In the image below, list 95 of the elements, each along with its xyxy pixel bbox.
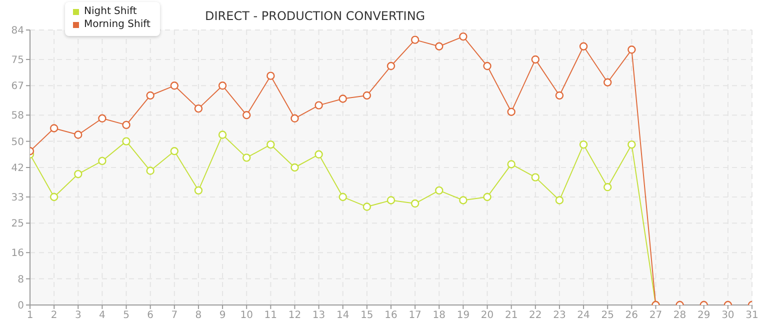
x-tick-label: 22 [529, 310, 542, 320]
x-tick-label: 18 [432, 310, 446, 320]
point [74, 170, 82, 178]
point [555, 196, 564, 204]
point [98, 156, 106, 166]
y-tick-label: 84 [11, 26, 24, 37]
y-tick-label: 25 [11, 218, 24, 230]
point [628, 46, 636, 54]
x-tick-label: 29 [698, 310, 710, 320]
x-tick-label: 12 [288, 310, 302, 320]
y-tick-label: 75 [11, 55, 24, 66]
point [338, 94, 347, 103]
point [194, 186, 203, 195]
point [266, 140, 275, 149]
x-tick-label: 31 [746, 310, 758, 320]
point [146, 166, 154, 175]
point [146, 91, 154, 100]
x-tick-label: 20 [480, 310, 494, 320]
x-tick-label: 10 [240, 310, 253, 320]
point [338, 192, 347, 202]
point [483, 192, 492, 202]
y-tick-label: 33 [11, 192, 24, 204]
point [122, 120, 130, 130]
point [386, 196, 396, 204]
point [170, 82, 178, 90]
chart-title: DIRECT - PRODUCTION CONVERTING [205, 9, 426, 23]
point [218, 130, 227, 139]
x-tick-label: 19 [456, 310, 470, 320]
point [604, 78, 612, 86]
x-tick-label: 4 [99, 310, 106, 320]
x-tick-label: 3 [74, 310, 82, 320]
point [628, 140, 636, 149]
point [459, 32, 468, 41]
point [218, 82, 227, 90]
point [531, 55, 540, 64]
point [50, 124, 58, 132]
point [170, 147, 178, 156]
y-tick-label: 16 [11, 248, 24, 260]
x-tick-label: 26 [625, 310, 638, 320]
point [50, 192, 58, 202]
point [483, 62, 492, 70]
point [579, 140, 588, 149]
point [314, 101, 323, 110]
point [555, 91, 564, 100]
point [435, 42, 444, 50]
x-tick-label: 30 [722, 310, 734, 320]
x-tick-label: 6 [147, 310, 154, 320]
point [266, 72, 275, 80]
y-tick-label: 50 [11, 136, 24, 148]
x-tick-label: 11 [264, 310, 278, 320]
y-tick-label: 0 [18, 300, 24, 312]
point [122, 137, 130, 146]
point [242, 111, 251, 120]
point [74, 130, 82, 139]
point [290, 114, 299, 122]
x-tick-label: 7 [171, 310, 178, 320]
x-tick-label: 21 [504, 310, 518, 320]
x-tick-label: 13 [312, 310, 326, 320]
x-tick-label: 5 [123, 310, 130, 320]
y-tick-label: 58 [11, 110, 24, 122]
x-tick-label: 2 [50, 310, 58, 320]
point [362, 202, 372, 211]
x-tick-label: 27 [649, 310, 662, 320]
point [410, 36, 420, 44]
y-tick-label: 8 [18, 274, 24, 286]
x-tick-label: 25 [601, 310, 614, 320]
x-tick-label: 28 [673, 310, 686, 320]
x-tick-label: 1 [26, 310, 34, 320]
point [531, 173, 540, 182]
legend-label: Morning Shift [84, 18, 150, 31]
point [314, 150, 323, 159]
point [242, 154, 251, 162]
x-tick-label: 23 [553, 310, 566, 320]
point [435, 186, 444, 195]
point [386, 62, 396, 70]
point [459, 196, 468, 204]
x-tick-label: 24 [577, 310, 590, 320]
point [507, 160, 516, 168]
point [604, 183, 612, 192]
point [362, 91, 372, 100]
legend-label: Night Shift [84, 5, 137, 18]
x-tick-label: 8 [195, 310, 202, 320]
point [410, 199, 420, 208]
y-tick-label: 67 [11, 81, 24, 92]
x-tick-label: 16 [384, 310, 398, 320]
point [290, 163, 299, 172]
y-tick-label: 42 [11, 163, 24, 174]
x-tick-label: 15 [360, 310, 374, 320]
x-tick-label: 9 [219, 310, 226, 320]
x-tick-label: 17 [408, 310, 422, 320]
point [579, 42, 588, 50]
point [194, 104, 203, 113]
x-tick-label: 14 [336, 310, 350, 320]
point [98, 114, 106, 122]
point [507, 108, 516, 116]
